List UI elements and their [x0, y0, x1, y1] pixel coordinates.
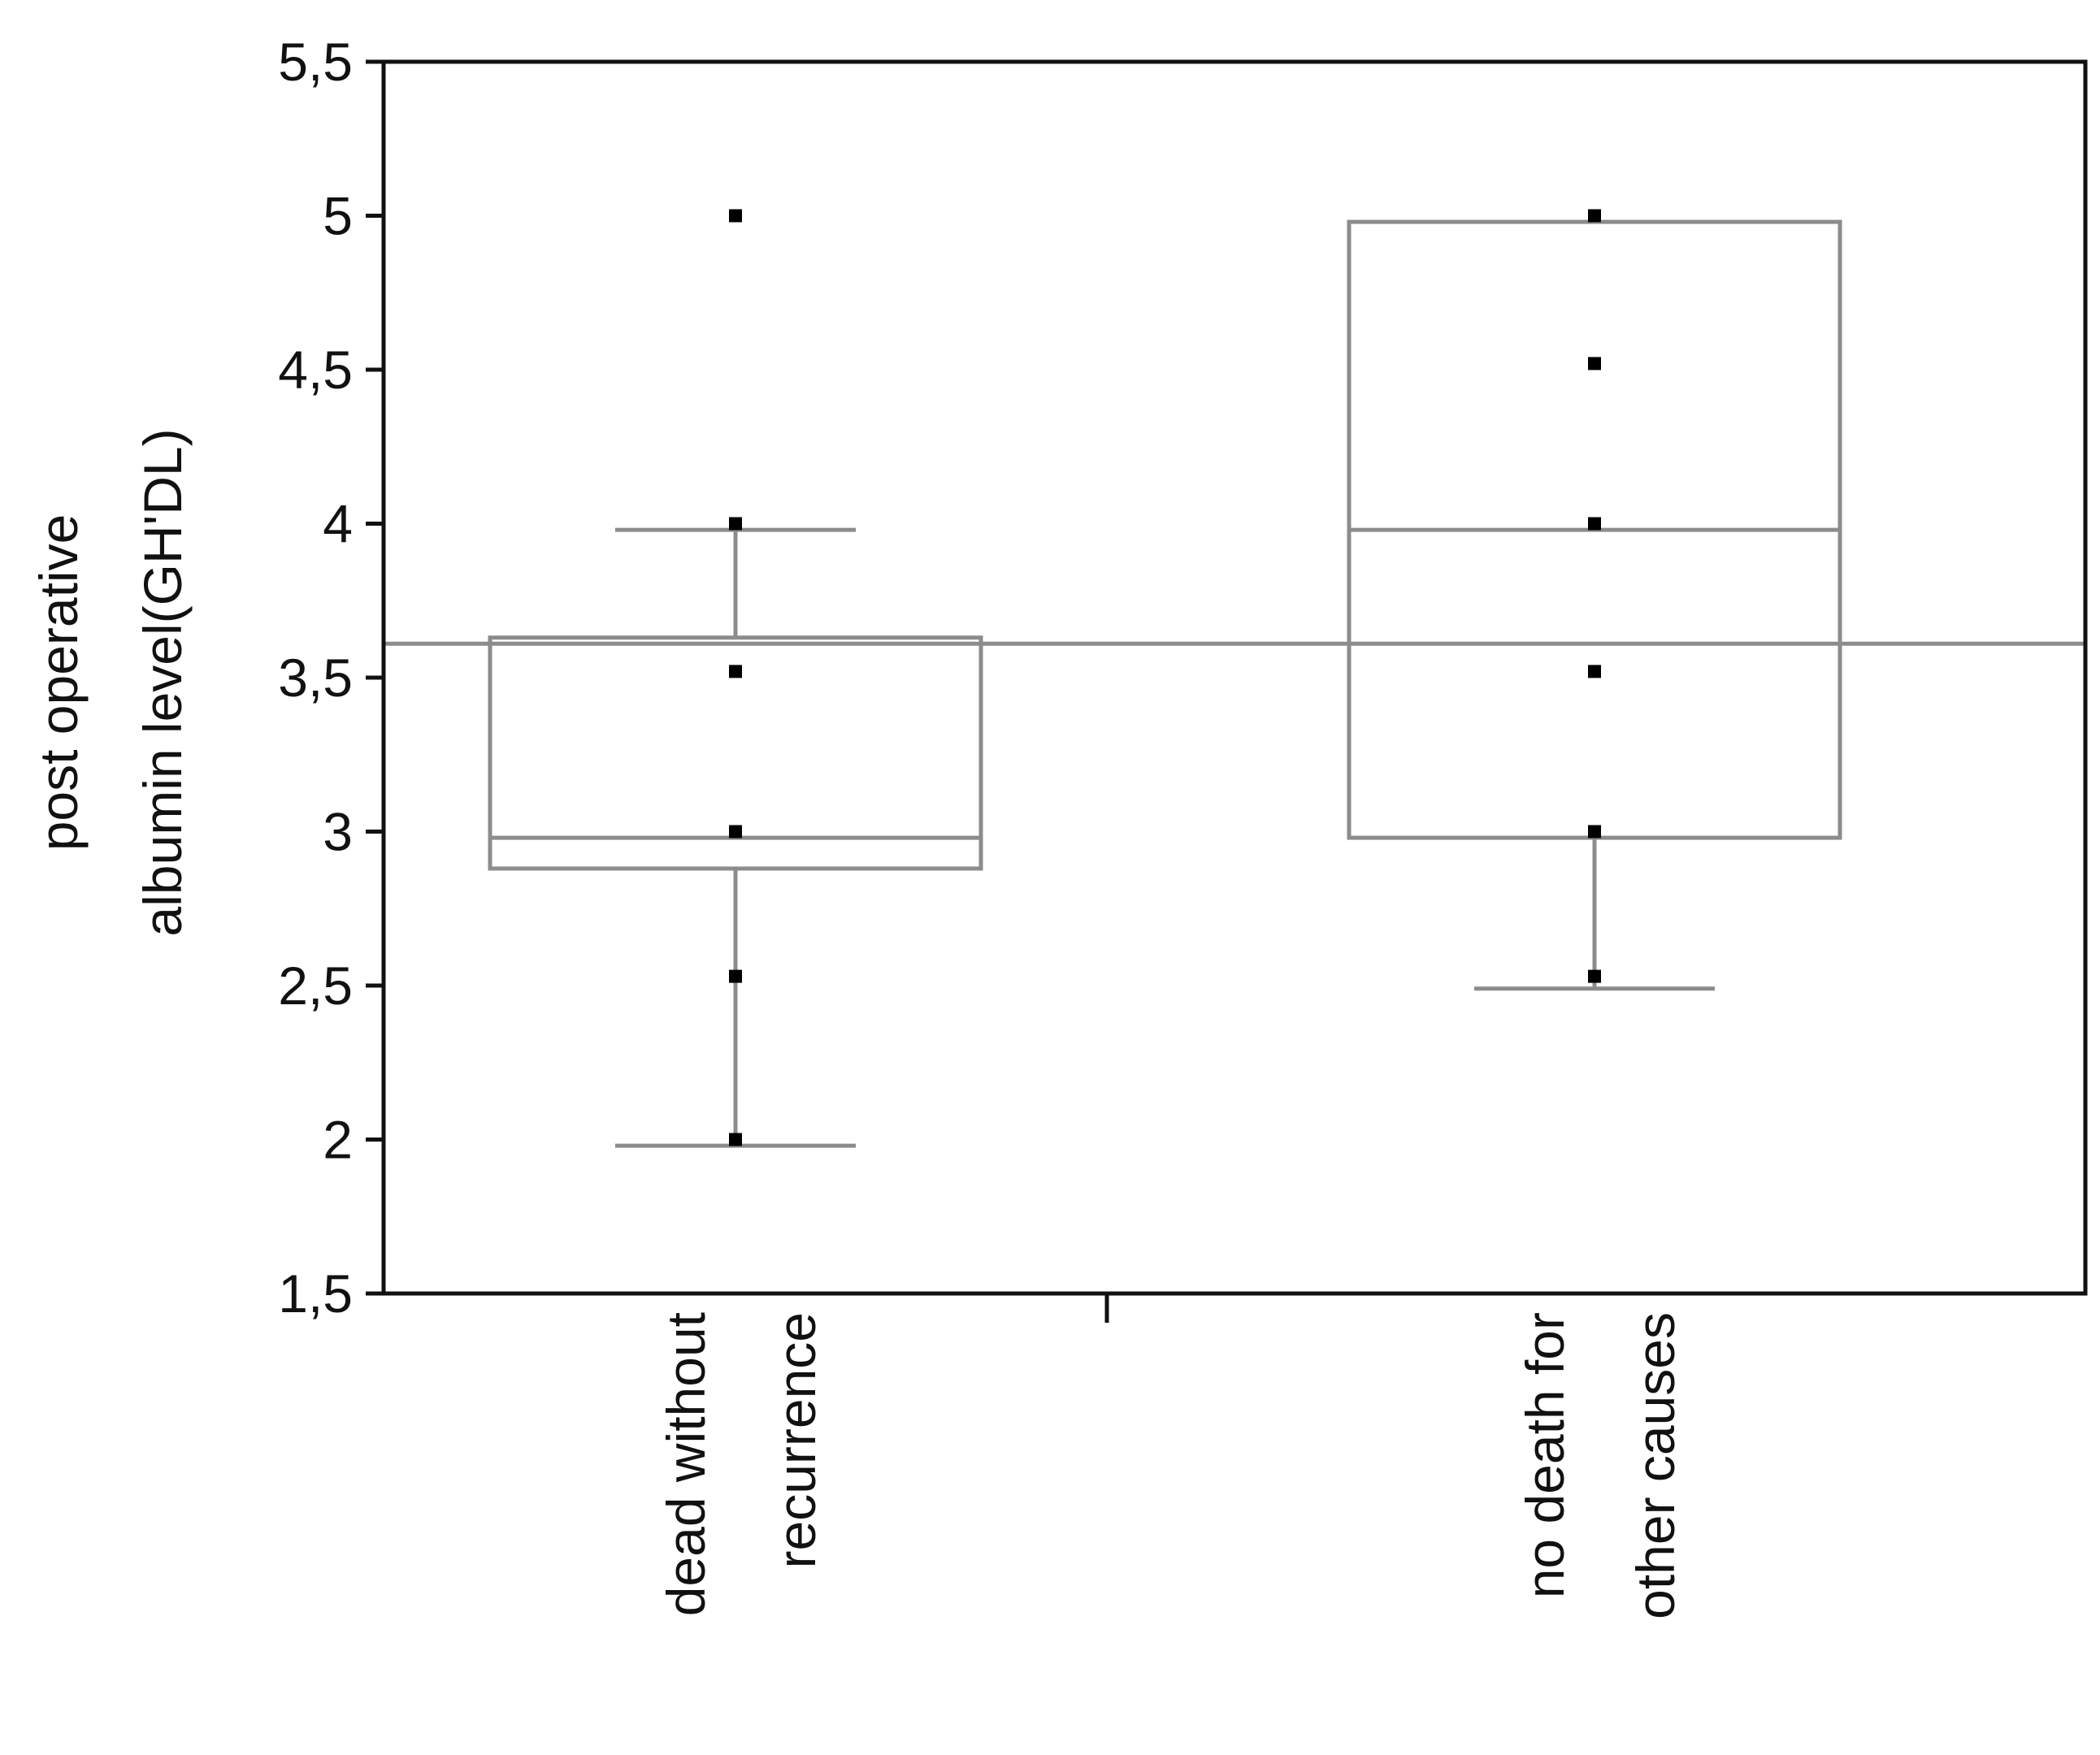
- category-label-line: dead without: [656, 1312, 716, 1616]
- axes-layer: [366, 59, 2088, 1323]
- y-axis-title: post operative albumin level(GH'DL): [28, 428, 193, 936]
- category-label: dead without recurrence: [656, 1312, 827, 1616]
- y-tick-label: 5,5: [278, 32, 353, 92]
- data-point: [729, 1133, 742, 1146]
- category-label-line: recurrence: [766, 1312, 827, 1568]
- y-tick-label: 3: [323, 802, 353, 862]
- data-point: [729, 517, 742, 531]
- category-label: no death for other causes: [1515, 1312, 1686, 1619]
- labels-layer: dead without recurrence no death for other …: [28, 32, 1686, 1619]
- data-point: [1588, 665, 1601, 678]
- data-point: [729, 969, 742, 983]
- iqr-box: [488, 635, 983, 871]
- data-point: [1588, 209, 1601, 223]
- y-tick-label: 3,5: [278, 648, 353, 708]
- category-label-line: no death for: [1515, 1312, 1575, 1598]
- y-tick-label: 4: [323, 494, 353, 554]
- y-tick-label: 4,5: [278, 340, 353, 400]
- points-layer: [729, 209, 1601, 1146]
- y-tick-label: 2,5: [278, 956, 353, 1016]
- data-point: [729, 665, 742, 678]
- data-point: [1588, 969, 1601, 983]
- data-point: [1588, 357, 1601, 370]
- y-tick-label: 1,5: [278, 1263, 353, 1324]
- y-tick-label: 5: [323, 186, 353, 246]
- category-label-line: other causes: [1625, 1312, 1686, 1619]
- data-point: [1588, 825, 1601, 838]
- data-point: [729, 209, 742, 223]
- data-point: [729, 825, 742, 838]
- y-axis-title-line: albumin level(GH'DL): [132, 428, 193, 936]
- data-point: [1588, 517, 1601, 531]
- y-tick-label: 2: [323, 1110, 353, 1170]
- y-axis-title-line: post operative: [28, 514, 89, 852]
